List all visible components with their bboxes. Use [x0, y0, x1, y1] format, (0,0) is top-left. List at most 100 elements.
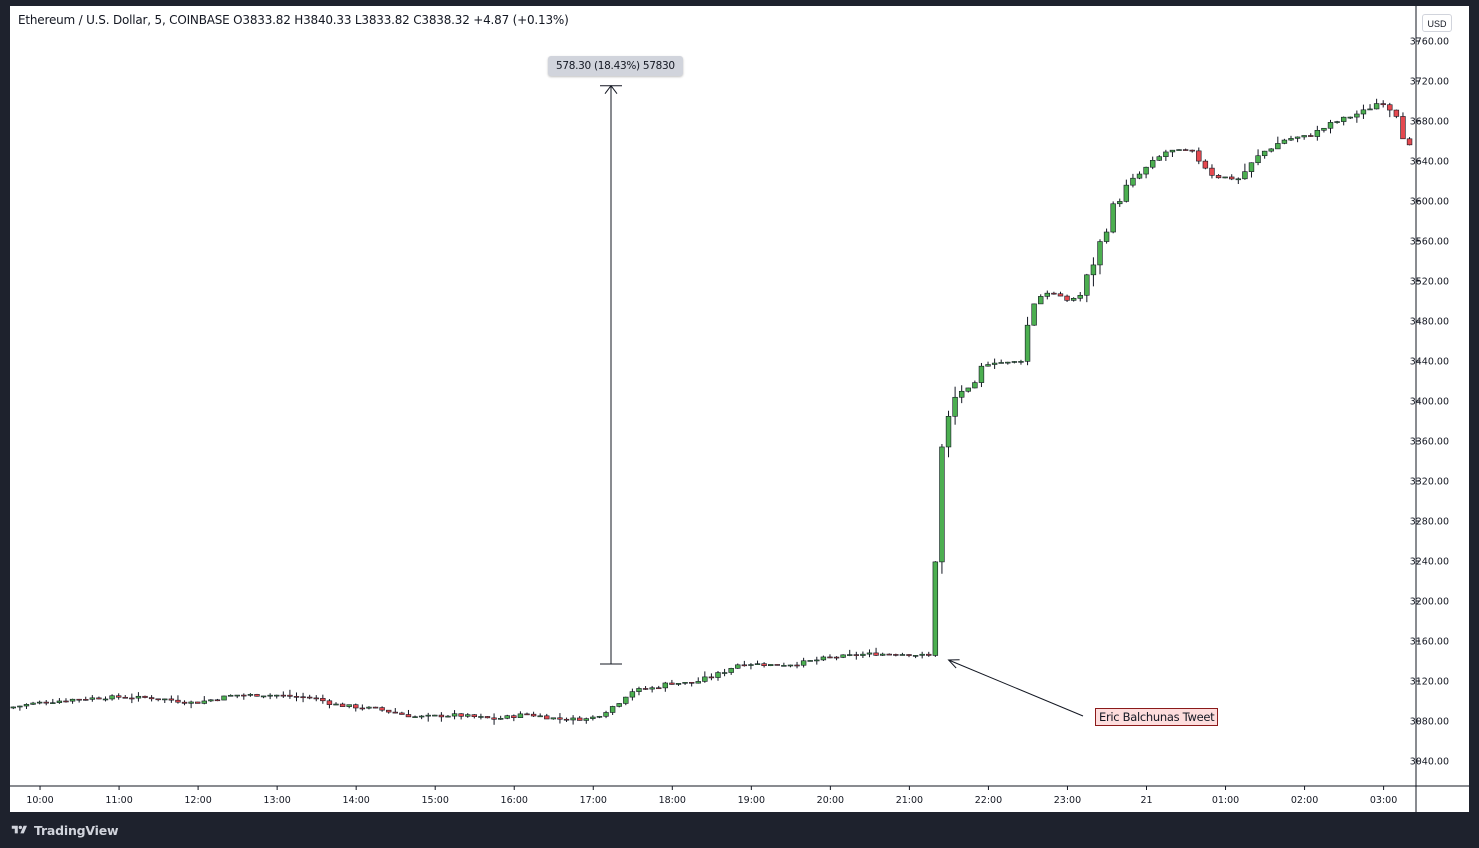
candle [1156, 155, 1162, 161]
candle-body-down [1387, 104, 1393, 111]
time-tick-label: 19:00 [738, 795, 765, 806]
candle-body-down [287, 694, 293, 697]
candle [1301, 135, 1307, 140]
candle [708, 673, 715, 681]
candle-body-down [293, 696, 300, 698]
candle-body-up [807, 660, 813, 662]
time-axis[interactable]: 10:00 11:00 12:00 13:00 14:00 15:00 16:00 17:00… [10, 785, 1469, 806]
candle-body-down [1051, 292, 1057, 295]
candle-body-down [392, 711, 398, 714]
candle-body-up [465, 714, 471, 717]
price-tick-label: 3560.00 [1410, 237, 1449, 248]
candle [1308, 133, 1314, 137]
candle [669, 679, 675, 685]
candle-body-up [939, 446, 945, 563]
price-tick-label: 3760.00 [1410, 37, 1449, 48]
candle-body-up [695, 681, 701, 684]
candle-body-up [1327, 122, 1334, 129]
annotation-arrow[interactable] [947, 659, 1084, 717]
measure-label: 578.30 (18.43%) 57830 [548, 56, 683, 76]
candle-body-up [991, 362, 998, 365]
candle-body-down [458, 713, 464, 717]
candle-body-down [339, 703, 346, 707]
candle-body-down [306, 696, 313, 699]
candle [767, 664, 774, 667]
candle-body-up [721, 672, 728, 674]
candle [458, 713, 464, 720]
measure-tool[interactable] [600, 84, 622, 665]
candle-body-up [912, 655, 919, 657]
candle-body-down [563, 718, 570, 721]
candle [682, 682, 688, 685]
candle [69, 698, 76, 704]
candle-body-down [794, 664, 800, 667]
time-tick-label: 20:00 [817, 795, 844, 806]
candle [761, 662, 767, 668]
candle-body-down [280, 694, 287, 697]
candle [484, 716, 491, 719]
chart-canvas[interactable]: 3040.00 3080.00 3120.00 3160.00 3200.00 3240.… [10, 6, 1469, 812]
candle-body-down [76, 698, 82, 701]
candle-body-up [1334, 121, 1340, 123]
candle-body-up [1255, 155, 1261, 164]
candle [998, 359, 1004, 364]
tradingview-logo[interactable]: TradingView [10, 822, 119, 838]
candle [274, 694, 280, 699]
candle [853, 651, 860, 660]
candle-body-up [728, 668, 734, 673]
candle [208, 699, 214, 703]
currency-button[interactable]: USD [1422, 14, 1452, 32]
candle-body-up [234, 694, 240, 697]
candle [353, 703, 359, 712]
candle-body-up [1235, 178, 1242, 181]
candle-body-up [754, 663, 761, 665]
candle [320, 694, 326, 704]
candle-body-up [1242, 171, 1248, 180]
candle [524, 712, 530, 716]
candle [820, 655, 827, 661]
candle-body-up [945, 415, 952, 448]
candle-body-up [366, 706, 372, 709]
candle [425, 712, 431, 722]
candle [958, 385, 965, 404]
candle [386, 709, 392, 714]
candle-body-up [1136, 173, 1143, 179]
candle-body-up [445, 715, 451, 718]
candle-body-up [1070, 297, 1077, 301]
time-tick-label: 16:00 [501, 795, 528, 806]
candle [227, 694, 234, 697]
candle-body-up [1301, 135, 1307, 138]
candle-body-up [1354, 113, 1360, 118]
candle [1360, 104, 1367, 119]
time-tick-label: 17:00 [580, 795, 607, 806]
candle [781, 662, 787, 667]
candle-body-down [96, 697, 102, 700]
candle-body-up [570, 717, 576, 721]
candle-body-down [688, 682, 695, 684]
candle [748, 663, 754, 670]
time-tick-label: 02:00 [1291, 795, 1318, 806]
candle-body-up [603, 712, 609, 717]
candle-body-up [932, 561, 939, 656]
candle [912, 655, 919, 659]
candle-body-down [1202, 160, 1209, 169]
candle [1044, 290, 1051, 300]
candle-body-down [379, 707, 385, 711]
price-tick-label: 3400.00 [1410, 397, 1449, 408]
candle [1084, 273, 1090, 303]
candle [36, 700, 43, 705]
candle-body-up [1117, 201, 1123, 205]
candle-body-up [1360, 109, 1367, 115]
annotation-text[interactable]: Eric Balchunas Tweet [1095, 708, 1219, 726]
price-axis[interactable]: 3040.00 3080.00 3120.00 3160.00 3200.00 3240.… [1410, 6, 1449, 812]
candle [56, 698, 63, 704]
candle [333, 702, 339, 706]
candle-body-down [1308, 135, 1314, 137]
candle [800, 657, 807, 668]
candle [43, 700, 49, 706]
candle-body-down [833, 656, 840, 659]
candle-body-down [1215, 175, 1222, 179]
candle [1242, 163, 1248, 180]
time-tick-label: 18:00 [659, 795, 686, 806]
candle [155, 698, 161, 702]
